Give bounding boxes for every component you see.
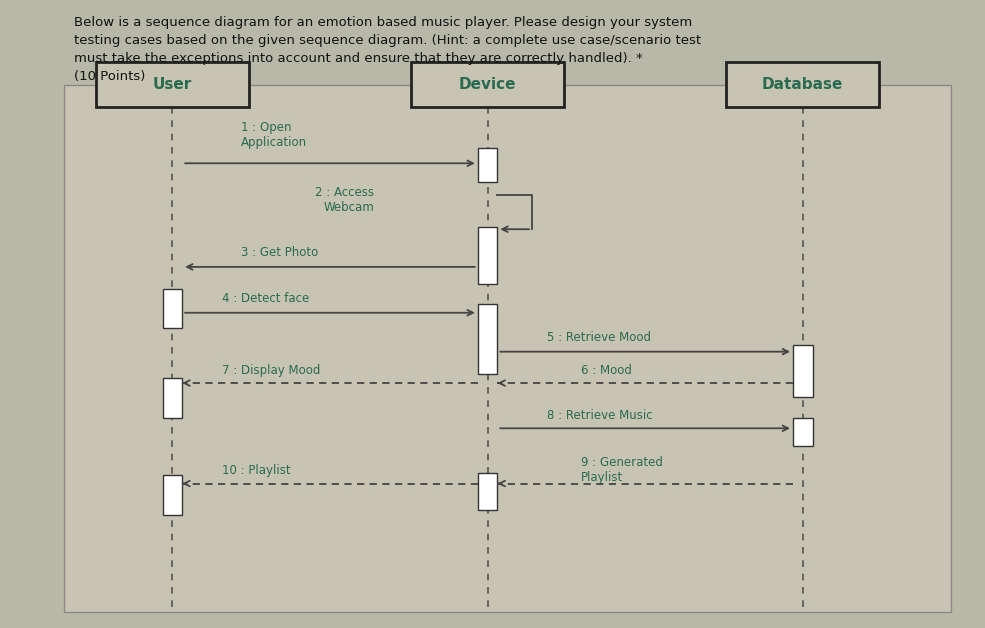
- Text: 4 : Detect face: 4 : Detect face: [222, 292, 309, 305]
- Text: 3 : Get Photo: 3 : Get Photo: [241, 246, 318, 259]
- Text: 5 : Retrieve Mood: 5 : Retrieve Mood: [547, 331, 651, 344]
- Bar: [793, 418, 813, 446]
- Text: 2 : Access
Webcam: 2 : Access Webcam: [315, 186, 374, 214]
- Bar: [163, 378, 182, 418]
- Bar: [478, 304, 497, 374]
- Bar: [478, 227, 497, 284]
- Bar: [163, 289, 182, 328]
- Text: Device: Device: [459, 77, 516, 92]
- Text: 6 : Mood: 6 : Mood: [581, 364, 632, 377]
- Text: 10 : Playlist: 10 : Playlist: [222, 464, 291, 477]
- Text: 1 : Open
Application: 1 : Open Application: [241, 121, 307, 149]
- Bar: [793, 345, 813, 397]
- Text: Database: Database: [762, 77, 843, 92]
- Text: Below is a sequence diagram for an emotion based music player. Please design you: Below is a sequence diagram for an emoti…: [74, 16, 701, 83]
- Bar: [64, 85, 951, 612]
- Text: 9 : Generated
Playlist: 9 : Generated Playlist: [581, 455, 663, 484]
- Text: User: User: [153, 77, 192, 92]
- Bar: [412, 62, 563, 107]
- Bar: [726, 62, 879, 107]
- Bar: [478, 148, 497, 182]
- Bar: [163, 475, 182, 515]
- Text: 8 : Retrieve Music: 8 : Retrieve Music: [547, 409, 652, 422]
- Text: 7 : Display Mood: 7 : Display Mood: [222, 364, 320, 377]
- Bar: [478, 473, 497, 510]
- Bar: [97, 62, 249, 107]
